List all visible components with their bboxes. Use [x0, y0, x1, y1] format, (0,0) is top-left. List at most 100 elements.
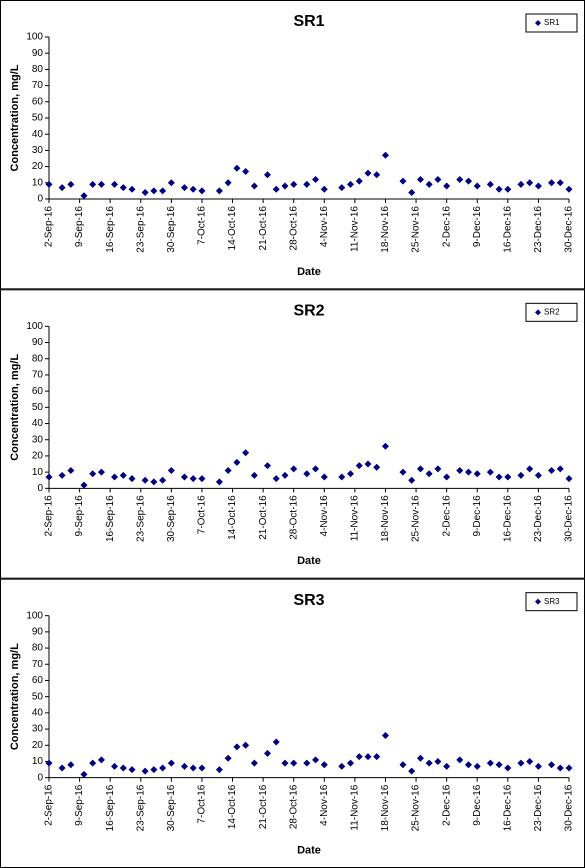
- data-point: [303, 759, 311, 767]
- data-point: [548, 179, 556, 187]
- x-axis-title: Date: [297, 845, 321, 857]
- data-point: [215, 766, 223, 774]
- data-point: [167, 759, 175, 767]
- data-point: [67, 761, 75, 769]
- data-point: [189, 764, 197, 772]
- chart-title: SR1: [293, 13, 324, 30]
- data-point: [119, 471, 127, 479]
- data-point: [119, 764, 127, 772]
- data-point: [180, 762, 188, 770]
- data-point: [80, 481, 88, 489]
- data-point: [89, 759, 97, 767]
- panel-border: [0, 0, 585, 290]
- x-tick-label: 16-Sep-16: [105, 784, 116, 831]
- data-point: [80, 770, 88, 778]
- legend-label: SR2: [544, 307, 560, 316]
- data-point: [373, 753, 381, 761]
- data-point: [312, 756, 320, 764]
- legend: SR1: [525, 13, 578, 33]
- data-point: [517, 471, 525, 479]
- data-point: [80, 192, 88, 200]
- data-point: [548, 467, 556, 475]
- data-point: [250, 182, 258, 190]
- x-tick-label: 9-Dec-16: [472, 206, 483, 248]
- data-point: [434, 757, 442, 765]
- data-point: [486, 468, 494, 476]
- data-point: [443, 473, 451, 481]
- data-point: [565, 475, 573, 483]
- y-tick-label: 10: [32, 467, 44, 478]
- data-point: [263, 462, 271, 470]
- data-point: [556, 764, 564, 772]
- x-tick-label: 28-Oct-16: [288, 784, 299, 829]
- data-point: [89, 470, 97, 478]
- data-point: [408, 189, 416, 197]
- x-tick-label: 16-Sep-16: [105, 206, 116, 253]
- x-tick-label: 18-Nov-16: [380, 495, 391, 542]
- legend: SR3: [525, 592, 578, 612]
- data-point: [111, 762, 119, 770]
- data-point: [565, 185, 573, 193]
- data-point: [45, 759, 53, 767]
- data-point: [303, 180, 311, 188]
- x-tick-label: 14-Oct-16: [227, 495, 238, 540]
- data-point: [534, 762, 542, 770]
- y-tick-label: 70: [32, 370, 44, 381]
- data-point: [364, 169, 372, 177]
- data-point: [517, 759, 525, 767]
- y-tick-label: 100: [26, 321, 43, 332]
- x-tick-label: 14-Oct-16: [227, 784, 238, 829]
- x-tick-label: 30-Dec-16: [564, 784, 575, 831]
- y-tick-label: 70: [32, 80, 44, 91]
- data-point: [416, 176, 424, 184]
- data-point: [67, 180, 75, 188]
- data-point: [495, 761, 503, 769]
- data-point: [364, 460, 372, 468]
- x-tick-label: 16-Sep-16: [105, 495, 116, 542]
- legend-marker: [535, 309, 541, 316]
- x-tick-label: 28-Oct-16: [288, 495, 299, 540]
- y-axis-title: Concentration, mg/L: [9, 354, 21, 461]
- data-point: [320, 185, 328, 193]
- x-tick-label: 25-Nov-16: [411, 206, 422, 253]
- x-tick-label: 18-Nov-16: [380, 206, 391, 253]
- data-point: [504, 764, 512, 772]
- data-point: [89, 180, 97, 188]
- data-point: [128, 475, 136, 483]
- data-point: [242, 741, 250, 749]
- data-point: [290, 465, 298, 473]
- data-point: [565, 764, 573, 772]
- data-point: [373, 463, 381, 471]
- data-point: [167, 179, 175, 187]
- data-point: [320, 761, 328, 769]
- data-point: [381, 732, 389, 740]
- data-point: [141, 767, 149, 775]
- panel-border: [0, 289, 585, 579]
- data-point: [159, 476, 167, 484]
- legend-box: [525, 592, 578, 612]
- data-point: [408, 767, 416, 775]
- y-tick-label: 30: [32, 724, 44, 735]
- data-point: [233, 458, 241, 466]
- data-point: [150, 187, 158, 195]
- y-tick-label: 90: [32, 337, 44, 348]
- y-tick-label: 40: [32, 708, 44, 719]
- data-point: [180, 473, 188, 481]
- data-point: [150, 766, 158, 774]
- data-point: [473, 762, 481, 770]
- y-tick-label: 70: [32, 659, 44, 670]
- data-point: [364, 753, 372, 761]
- x-tick-label: 14-Oct-16: [227, 206, 238, 251]
- y-tick-label: 0: [37, 772, 43, 783]
- x-tick-label: 23-Dec-16: [533, 206, 544, 253]
- x-tick-label: 2-Sep-16: [44, 206, 55, 248]
- data-point: [534, 471, 542, 479]
- chart-title: SR3: [293, 592, 324, 609]
- x-tick-label: 9-Sep-16: [74, 206, 85, 248]
- data-point: [45, 473, 53, 481]
- data-point: [281, 759, 289, 767]
- data-point: [159, 764, 167, 772]
- data-point: [58, 184, 66, 192]
- data-point: [141, 189, 149, 197]
